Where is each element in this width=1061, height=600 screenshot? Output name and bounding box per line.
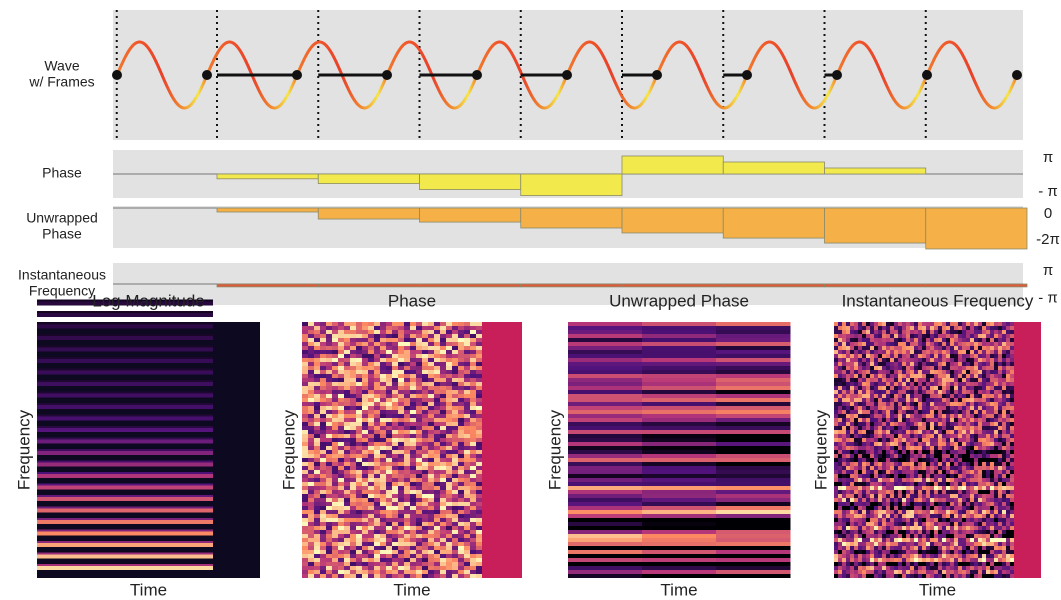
- y-tick-label: 0: [1044, 205, 1052, 222]
- sample-dot: [1012, 70, 1022, 80]
- sample-dot: [202, 70, 212, 80]
- x-axis-label: Time: [393, 580, 430, 599]
- spectrogram-title: Log Magnitude: [92, 291, 204, 310]
- bar: [621, 207, 724, 234]
- bar: [317, 207, 420, 220]
- sample-dot: [292, 70, 302, 80]
- y-tick-label: - π: [1038, 183, 1058, 200]
- spectrogram-image: [302, 322, 522, 578]
- bar: [317, 283, 420, 288]
- bar: [722, 283, 825, 288]
- y-tick-label: π: [1043, 149, 1053, 166]
- row-label: Phase: [42, 165, 82, 181]
- spectrogram-image: [834, 322, 1041, 578]
- bar: [216, 207, 319, 213]
- bar: [621, 283, 724, 288]
- bar: [824, 283, 927, 288]
- bar: [824, 207, 927, 244]
- row-label: w/ Frames: [28, 74, 94, 90]
- sample-dot: [112, 70, 122, 80]
- y-axis-label: Frequency: [811, 409, 830, 490]
- spectrogram-title: Unwrapped Phase: [609, 291, 749, 310]
- bar: [419, 173, 522, 190]
- x-axis-label: Time: [660, 580, 697, 599]
- spectrogram-title: Instantaneous Frequency: [842, 291, 1034, 310]
- y-axis-label: Frequency: [14, 409, 33, 490]
- x-axis-label: Time: [130, 580, 167, 599]
- y-tick-label: - π: [1038, 289, 1058, 306]
- bar: [925, 283, 1028, 288]
- bar: [722, 161, 825, 175]
- y-tick-label: -2π: [1036, 231, 1060, 248]
- bar: [317, 173, 420, 184]
- bar: [621, 155, 724, 175]
- y-axis-label: Frequency: [545, 409, 564, 490]
- row-label: Frequency: [29, 283, 95, 299]
- bar: [419, 283, 522, 288]
- y-axis-label: Frequency: [279, 409, 298, 490]
- bar: [520, 207, 623, 229]
- sample-dot: [382, 70, 392, 80]
- bar: [520, 173, 623, 197]
- bar: [419, 207, 522, 223]
- bar: [824, 167, 927, 175]
- bar: [722, 207, 825, 239]
- row-label: Phase: [42, 226, 82, 242]
- bar: [216, 283, 319, 288]
- y-tick-label: π: [1043, 262, 1053, 279]
- x-axis-label: Time: [919, 580, 956, 599]
- bar: [520, 283, 623, 288]
- spectrogram-image: [37, 299, 260, 578]
- sample-dot: [562, 70, 572, 80]
- bar: [925, 207, 1028, 250]
- sample-dot: [922, 70, 932, 80]
- sample-dot: [742, 70, 752, 80]
- spectrogram-image: [568, 322, 791, 578]
- row-label: Unwrapped: [26, 210, 98, 226]
- sample-dot: [472, 70, 482, 80]
- row-label: Wave: [44, 58, 79, 74]
- bar: [216, 173, 319, 180]
- sample-dot: [652, 70, 662, 80]
- sample-dot: [832, 70, 842, 80]
- spectrogram-title: Phase: [388, 291, 436, 310]
- row-label: Instantaneous: [18, 267, 106, 283]
